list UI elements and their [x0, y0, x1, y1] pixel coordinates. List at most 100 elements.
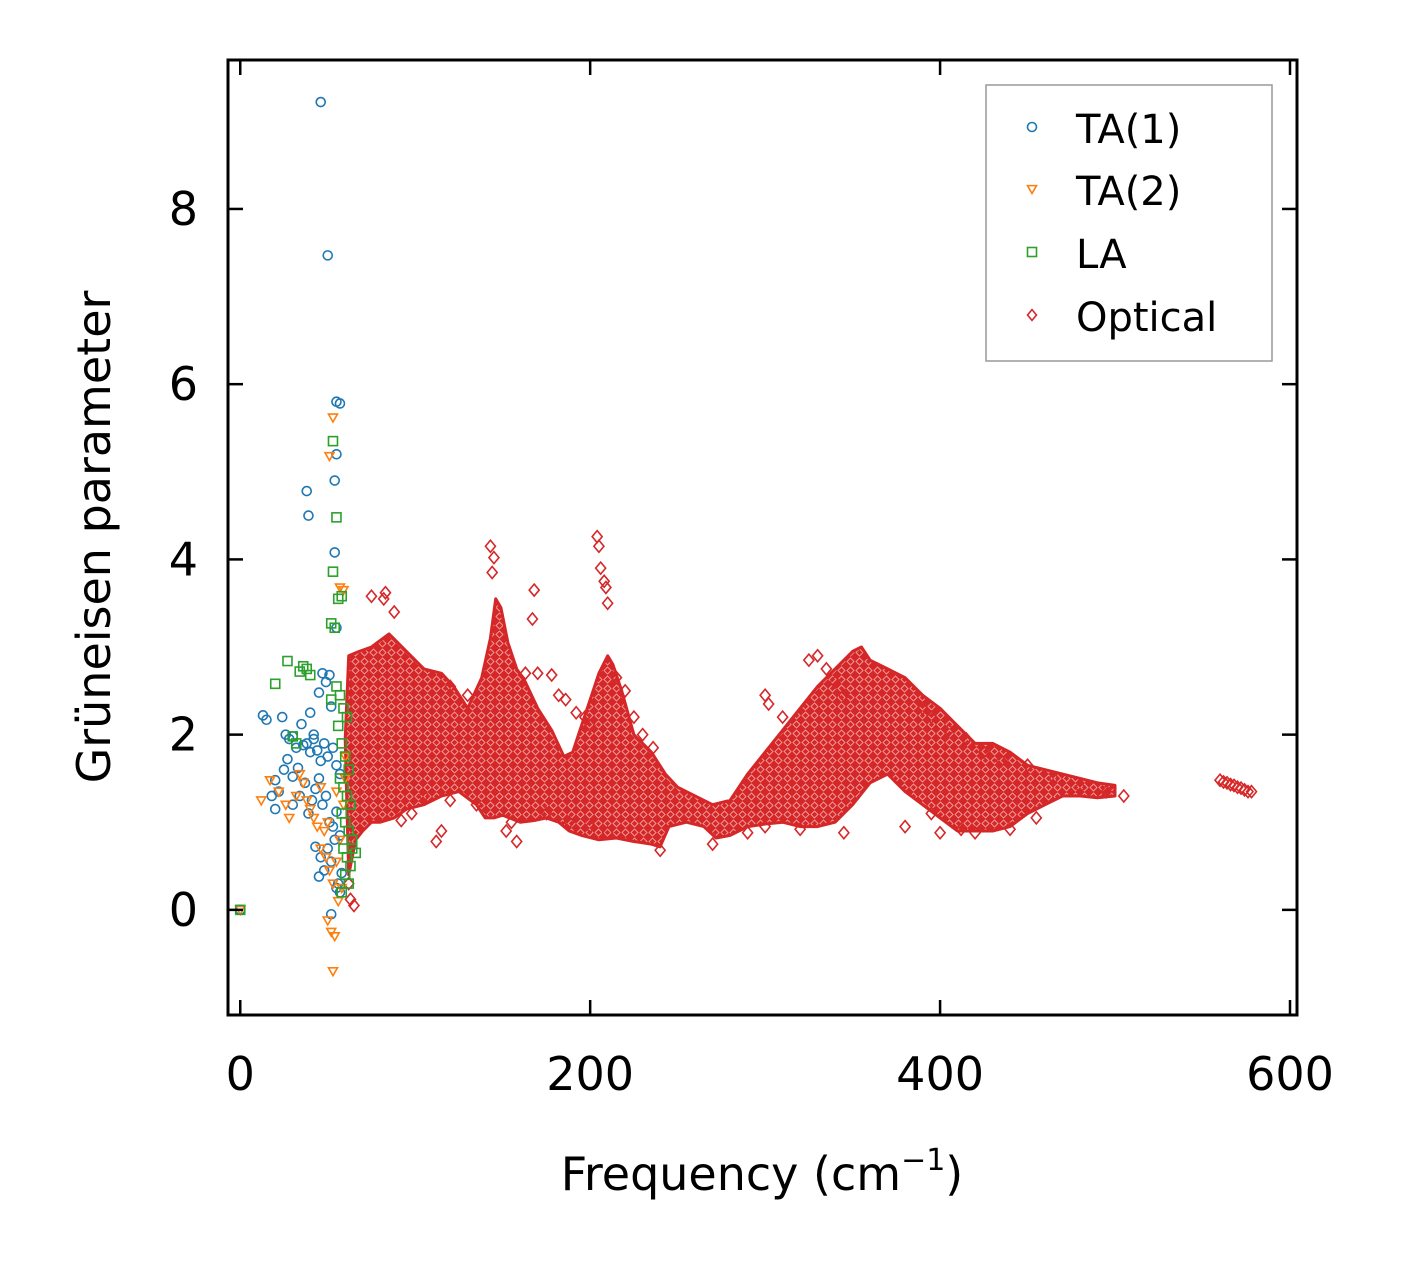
data-point — [578, 709, 591, 725]
data-point — [279, 800, 292, 811]
data-point — [334, 583, 346, 594]
data-point — [318, 865, 330, 876]
data-point — [269, 678, 281, 690]
data-point — [934, 825, 947, 841]
data-point — [327, 566, 339, 577]
data-point — [487, 550, 500, 565]
data-point — [331, 448, 342, 460]
data-point — [977, 744, 990, 760]
data-point — [301, 663, 313, 675]
data-point — [301, 485, 313, 497]
data-point — [332, 593, 344, 605]
data-point — [995, 753, 1008, 769]
data-point — [328, 931, 341, 943]
data-point — [334, 835, 346, 846]
data-point — [802, 652, 815, 668]
data-point — [528, 582, 541, 598]
data-point — [304, 707, 316, 719]
data-point — [255, 796, 268, 807]
legend-label-la: LA — [1076, 232, 1127, 278]
plot-frame — [226, 58, 1299, 1017]
data-point — [293, 769, 306, 781]
data-point — [647, 740, 660, 756]
data-point — [334, 398, 346, 409]
legend-marker-optical — [1026, 308, 1038, 322]
data-point — [837, 687, 850, 703]
data-point — [283, 813, 296, 824]
data-point — [942, 723, 955, 738]
x-axis-title-suffix: ) — [945, 1147, 963, 1201]
data-point — [1245, 784, 1258, 799]
data-point — [339, 751, 351, 762]
data-point — [332, 720, 344, 732]
data-point — [601, 825, 614, 841]
data-point — [317, 799, 328, 811]
data-point — [304, 746, 316, 758]
data-point — [899, 819, 912, 834]
data-point — [345, 799, 356, 811]
data-point — [559, 692, 572, 707]
x-tick-label: 0 — [226, 1047, 255, 1101]
data-point — [322, 250, 334, 261]
data-point — [1213, 772, 1227, 788]
data-point — [313, 871, 325, 882]
data-points — [234, 96, 1258, 978]
data-point — [341, 711, 353, 723]
data-point — [334, 689, 346, 701]
data-point — [336, 867, 348, 879]
x-axis-title-main: Frequency (cm — [561, 1147, 901, 1201]
y-tick-label: 8 — [169, 182, 198, 236]
data-point — [318, 826, 331, 838]
data-point — [337, 585, 350, 597]
legend-label-ta2: TA(2) — [1075, 169, 1181, 215]
data-point — [327, 435, 339, 447]
data-point — [331, 681, 342, 692]
data-point — [1021, 758, 1034, 773]
data-point — [287, 731, 299, 742]
data-point — [1074, 779, 1087, 795]
data-point — [601, 595, 614, 611]
data-point — [304, 804, 317, 816]
data-point — [654, 843, 667, 858]
data-point — [323, 451, 336, 463]
y-tick-label: 4 — [169, 532, 198, 586]
data-point — [332, 896, 345, 908]
data-point — [960, 731, 973, 747]
data-point — [324, 669, 335, 681]
x-tick-label: 600 — [1246, 1047, 1334, 1101]
optical-density-region — [343, 597, 1117, 877]
data-point — [315, 96, 327, 108]
data-point — [278, 764, 290, 775]
data-point — [584, 819, 597, 834]
series-optical — [342, 529, 1258, 913]
data-point — [339, 752, 352, 763]
data-point — [599, 580, 612, 595]
data-point — [269, 803, 281, 815]
data-point — [594, 560, 607, 576]
data-point — [759, 819, 772, 834]
data-point — [461, 687, 474, 703]
data-point — [925, 806, 938, 821]
data-point — [1030, 810, 1043, 826]
axis-ticks: 0 200 400 600 0 2 4 6 8 — [169, 60, 1334, 1101]
data-point — [321, 916, 334, 927]
data-point — [444, 793, 457, 808]
x-axis-title-superscript: −1 — [901, 1143, 945, 1178]
data-point — [741, 825, 754, 841]
data-point — [327, 879, 339, 890]
data-point — [545, 667, 558, 683]
data-point — [505, 814, 518, 830]
data-point — [776, 709, 789, 725]
data-point — [343, 878, 355, 889]
data-point — [610, 670, 623, 685]
data-point — [296, 718, 307, 730]
data-point — [310, 841, 321, 853]
data-point — [444, 679, 457, 694]
data-point — [327, 967, 339, 978]
data-point — [759, 687, 772, 703]
data-point — [1217, 774, 1230, 790]
data-point — [311, 745, 323, 756]
data-point — [395, 813, 408, 828]
data-point — [297, 778, 310, 789]
legend-marker-ta-1- — [1026, 121, 1038, 133]
